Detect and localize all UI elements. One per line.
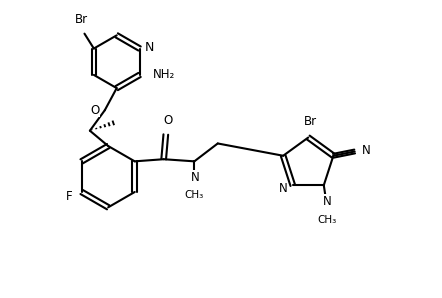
Text: N: N: [362, 144, 371, 157]
Text: N: N: [191, 171, 200, 184]
Text: Br: Br: [75, 13, 88, 26]
Text: NH₂: NH₂: [153, 68, 175, 80]
Text: F: F: [66, 190, 72, 203]
Text: N: N: [145, 41, 154, 54]
Text: O: O: [90, 104, 99, 117]
Text: CH₃: CH₃: [185, 190, 204, 200]
Text: Br: Br: [304, 115, 317, 128]
Text: O: O: [163, 114, 172, 127]
Text: N: N: [279, 182, 288, 195]
Text: CH₃: CH₃: [317, 215, 337, 225]
Text: N: N: [323, 195, 332, 208]
